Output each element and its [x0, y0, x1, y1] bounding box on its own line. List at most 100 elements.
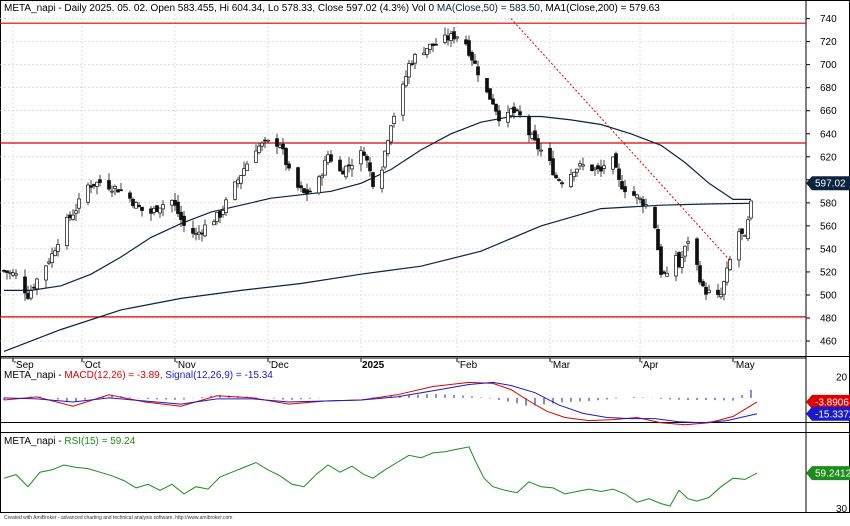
candle-body [119, 189, 123, 192]
candle [473, 54, 477, 65]
candle-body [653, 206, 657, 229]
candle [86, 182, 90, 206]
candle [452, 26, 456, 44]
price-tick-label: 660 [820, 106, 837, 117]
macd-symbol: META_napi - [4, 370, 64, 381]
candle [119, 183, 123, 192]
x-tick-label: 2025 [362, 360, 385, 371]
candle-body [221, 210, 225, 215]
ma50-label: MA(Close,50) = 583.50, [437, 3, 543, 14]
candle [254, 144, 258, 163]
candle [203, 219, 207, 238]
candle [284, 147, 288, 171]
candle [326, 150, 330, 166]
candle [686, 236, 690, 252]
candle [677, 251, 681, 269]
candle-body [218, 210, 222, 218]
candle-body [362, 151, 366, 156]
candle [8, 269, 12, 280]
candle-body [464, 39, 468, 45]
candle [737, 227, 741, 268]
candle [65, 213, 69, 250]
candle-body [77, 198, 81, 209]
candle [635, 193, 639, 205]
candle-body [740, 228, 744, 234]
candle-body [656, 229, 660, 251]
candle-body [71, 214, 75, 220]
candle-body [179, 211, 183, 220]
candle-body [539, 149, 543, 152]
candle-body [212, 221, 216, 226]
candle-body [317, 176, 321, 194]
candle [701, 279, 705, 288]
candle-body [485, 78, 489, 93]
candle-body [407, 63, 411, 78]
candle-body [107, 180, 111, 190]
candle [170, 199, 174, 213]
candle-body [386, 140, 390, 154]
price-tick-label: 580 [820, 198, 837, 209]
candle [410, 60, 414, 67]
candle-body [284, 147, 288, 165]
candle-body [443, 34, 447, 43]
candle [659, 243, 663, 278]
candle [548, 142, 552, 166]
signal-label: Signal(12,26,9) = -15.34 [165, 370, 273, 381]
signal-value-badge: -15.3372 [806, 406, 850, 421]
candle [140, 206, 144, 217]
candle-body [137, 204, 141, 207]
candle-body [422, 52, 426, 56]
price-tick-label: 700 [820, 60, 837, 71]
candle [641, 196, 645, 214]
candle [491, 94, 495, 105]
macd-panel-title: META_napi - MACD(12,26) = -3.89, Signal(… [4, 370, 273, 381]
candle [5, 270, 9, 280]
candle [665, 266, 669, 277]
candle-body [110, 190, 114, 193]
candle-body [572, 171, 576, 178]
x-tick-label: 'Oct [83, 360, 101, 371]
candle-body [704, 286, 708, 295]
candle-body [638, 197, 642, 200]
candle [743, 234, 747, 237]
price-title: META_napi - Daily 2025. 05. 02. Open 583… [4, 3, 435, 14]
candle [275, 133, 279, 155]
candle-body [551, 158, 555, 176]
candle [113, 184, 117, 196]
candle-body [299, 185, 303, 189]
candle [611, 156, 615, 175]
candle-body [245, 163, 249, 171]
candle-body [113, 186, 117, 189]
candle-body [344, 165, 348, 178]
candle-body [158, 207, 162, 214]
candle [215, 212, 219, 225]
candle [299, 181, 303, 193]
candle-body [68, 214, 72, 219]
candle [281, 137, 285, 155]
candle [470, 50, 474, 66]
rsi-value-badge-text: 59.2412 [815, 469, 850, 480]
candle [569, 168, 573, 188]
candle [245, 160, 249, 171]
candle-body [635, 194, 639, 199]
candle [92, 183, 96, 189]
candle-body [599, 166, 603, 172]
candle [614, 151, 618, 168]
candle [572, 171, 576, 182]
candle-body [182, 215, 186, 226]
candle-body [680, 257, 684, 268]
candle [56, 238, 60, 257]
rsi-line [3, 446, 758, 507]
candle [467, 35, 471, 58]
candle [233, 181, 237, 201]
candle-body [26, 293, 30, 299]
candle-body [368, 162, 372, 172]
candle-body [560, 182, 564, 185]
macd-value-badge-shape [806, 394, 850, 409]
candle [44, 265, 48, 288]
candle-body [44, 265, 48, 281]
candle [488, 88, 492, 100]
candle-body [737, 231, 741, 261]
